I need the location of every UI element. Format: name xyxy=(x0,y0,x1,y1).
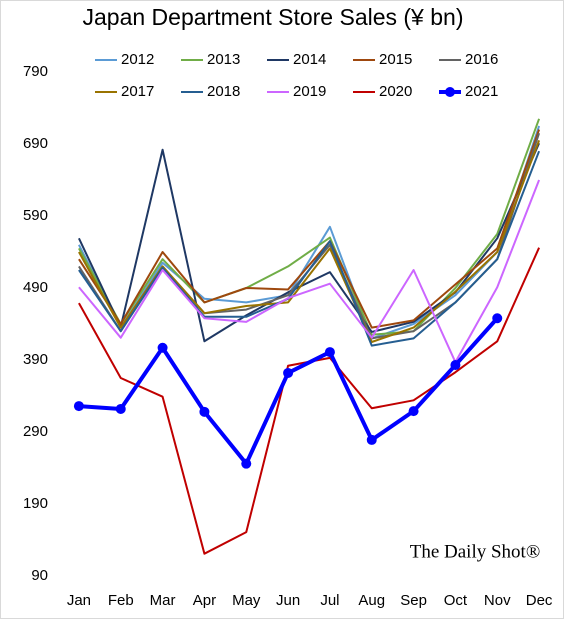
legend-marker xyxy=(445,87,455,97)
data-point xyxy=(283,367,294,378)
data-point xyxy=(492,313,503,324)
series-line xyxy=(78,129,541,329)
series-line xyxy=(78,150,541,347)
x-tick-label: Aug xyxy=(358,592,385,609)
data-point xyxy=(324,347,335,358)
x-tick-label: Oct xyxy=(444,592,468,609)
x-tick-label: Jun xyxy=(276,592,300,609)
series-line xyxy=(78,125,541,340)
y-tick-label: 790 xyxy=(23,63,48,80)
legend-label: 2019 xyxy=(293,83,326,100)
data-point xyxy=(366,434,377,445)
x-tick-label: Feb xyxy=(108,592,134,609)
y-tick-label: 590 xyxy=(23,207,48,224)
y-tick-label: 290 xyxy=(23,423,48,440)
series-line xyxy=(78,179,541,364)
data-point xyxy=(115,403,126,414)
legend-label: 2012 xyxy=(121,51,154,68)
data-point xyxy=(241,458,252,469)
x-tick-label: Sep xyxy=(400,592,427,609)
y-tick-label: 190 xyxy=(23,495,48,512)
x-tick-label: May xyxy=(232,592,261,609)
data-point xyxy=(73,401,84,412)
chart-title: Japan Department Store Sales (¥ bn) xyxy=(83,4,464,30)
data-point xyxy=(408,406,419,417)
x-tick-label: Dec xyxy=(526,592,553,609)
legend-label: 2021 xyxy=(465,83,498,100)
x-tick-label: Jul xyxy=(320,592,339,609)
y-tick-label: 90 xyxy=(31,567,48,584)
y-tick-label: 690 xyxy=(23,135,48,152)
watermark: The Daily Shot® xyxy=(410,541,541,562)
y-tick-label: 490 xyxy=(23,279,48,296)
legend-label: 2018 xyxy=(207,83,240,100)
x-tick-label: Jan xyxy=(67,592,91,609)
x-tick-label: Mar xyxy=(150,592,176,609)
legend-label: 2013 xyxy=(207,51,240,68)
legend-label: 2014 xyxy=(293,51,326,68)
data-point xyxy=(199,406,210,417)
x-tick-label: Nov xyxy=(484,592,511,609)
data-point xyxy=(157,342,168,353)
legend-label: 2015 xyxy=(379,51,412,68)
legend-label: 2020 xyxy=(379,83,412,100)
data-point xyxy=(450,360,461,371)
legend-label: 2016 xyxy=(465,51,498,68)
x-tick-label: Apr xyxy=(193,592,216,609)
legend-label: 2017 xyxy=(121,83,154,100)
y-tick-label: 390 xyxy=(23,351,48,368)
series-line xyxy=(78,142,540,343)
